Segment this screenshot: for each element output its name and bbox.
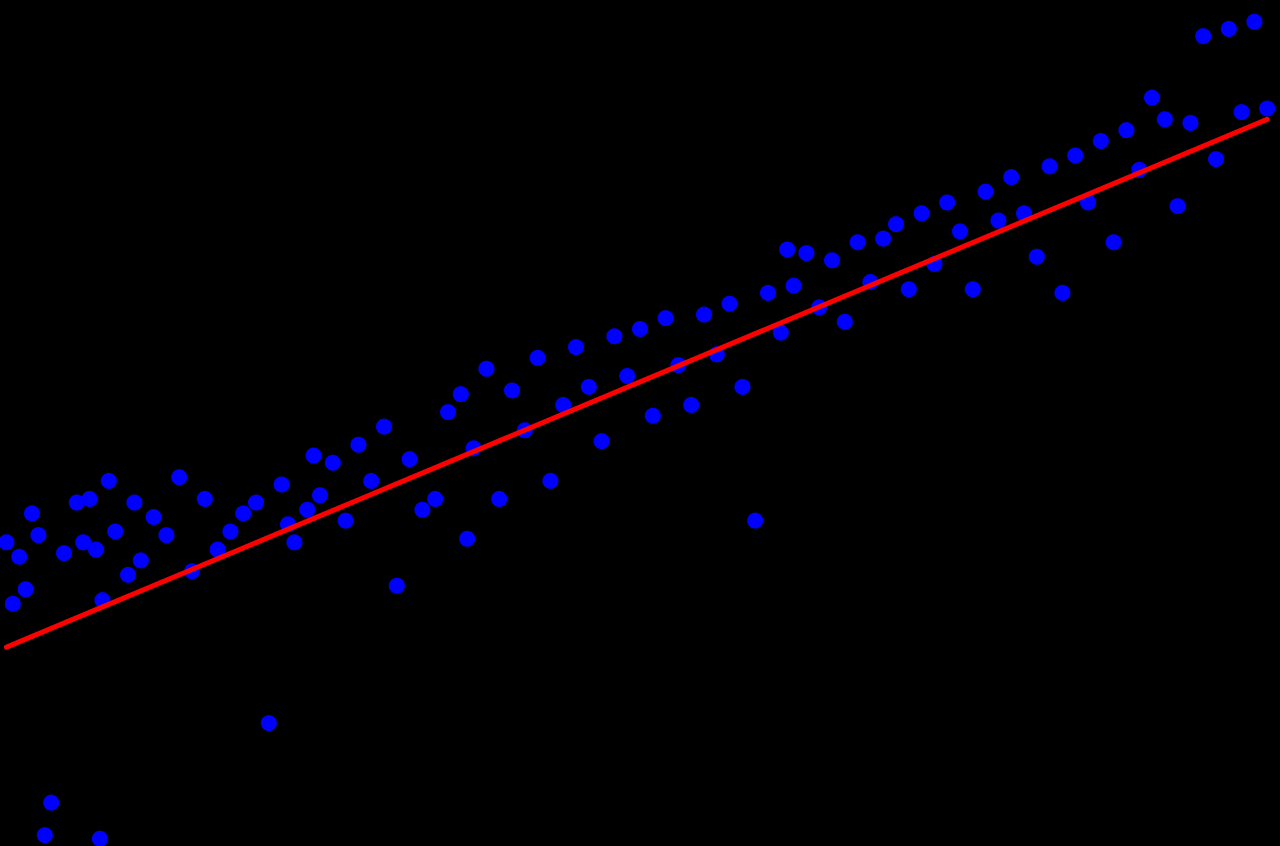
scatter-point (952, 223, 968, 239)
scatter-point (760, 285, 776, 301)
scatter-point (18, 581, 34, 597)
scatter-point (274, 476, 290, 492)
scatter-point (542, 473, 558, 489)
scatter-point (5, 596, 21, 612)
scatter-point (126, 495, 142, 511)
scatter-point (619, 368, 635, 384)
scatter-point (914, 205, 930, 221)
scatter-point (43, 795, 59, 811)
scatter-point (978, 184, 994, 200)
scatter-point (1054, 285, 1070, 301)
scatter-point (30, 527, 46, 543)
scatter-point (453, 386, 469, 402)
scatter-point (120, 567, 136, 583)
scatter-point (939, 194, 955, 210)
scatter-point (350, 437, 366, 453)
scatter-point (581, 379, 597, 395)
scatter-point (1042, 158, 1058, 174)
scatter-point (11, 549, 27, 565)
scatter-point (286, 534, 302, 550)
scatter-point (875, 231, 891, 247)
scatter-point (146, 509, 162, 525)
scatter-point (158, 527, 174, 543)
scatter-point (504, 382, 520, 398)
scatter-point (261, 715, 277, 731)
scatter-point (779, 241, 795, 257)
scatter-point (901, 281, 917, 297)
scatter-point (632, 321, 648, 337)
scatter-point (299, 502, 315, 518)
scatter-point (88, 542, 104, 558)
scatter-point (107, 523, 123, 539)
scatter-point (1093, 133, 1109, 149)
scatter-point (427, 491, 443, 507)
scatter-point (658, 310, 674, 326)
scatter-point (37, 827, 53, 843)
scatter-point (747, 513, 763, 529)
scatter-point (1170, 198, 1186, 214)
scatter-point (1106, 234, 1122, 250)
scatter-point (325, 455, 341, 471)
scatter-point (1003, 169, 1019, 185)
scatter-point (568, 339, 584, 355)
scatter-point (171, 469, 187, 485)
scatter-point (1029, 249, 1045, 265)
scatter-point (491, 491, 507, 507)
scatter-point (1221, 21, 1237, 37)
scatter-point (1246, 14, 1262, 30)
scatter-point (1234, 104, 1250, 120)
scatter-point (306, 448, 322, 464)
scatter-point (594, 433, 610, 449)
scatter-point (888, 216, 904, 232)
scatter-point (837, 314, 853, 330)
scatter-point (197, 491, 213, 507)
scatter-point (530, 350, 546, 366)
scatter-point (606, 328, 622, 344)
scatter-point (696, 307, 712, 323)
scatter-point (222, 523, 238, 539)
scatter-point (101, 473, 117, 489)
scatter-point (1157, 111, 1173, 127)
scatter-point (376, 419, 392, 435)
scatter-point (56, 545, 72, 561)
scatter-point (82, 491, 98, 507)
scatter-point (1259, 100, 1275, 116)
scatter-point (24, 505, 40, 521)
scatter-point (312, 487, 328, 503)
scatter-point (734, 379, 750, 395)
scatter-point (683, 397, 699, 413)
scatter-point (645, 408, 661, 424)
scatter-point (338, 513, 354, 529)
scatter-point (1195, 28, 1211, 44)
scatter-point (363, 473, 379, 489)
scatter-point (786, 278, 802, 294)
scatter-point (459, 531, 475, 547)
scatter-point (1144, 90, 1160, 106)
scatter-point (1208, 151, 1224, 167)
scatter-point (414, 502, 430, 518)
chart-background (0, 0, 1280, 846)
scatter-point (402, 451, 418, 467)
scatter-point (850, 234, 866, 250)
scatter-point (824, 252, 840, 268)
scatter-chart (0, 0, 1280, 846)
scatter-point (235, 505, 251, 521)
scatter-point (1067, 147, 1083, 163)
scatter-point (389, 578, 405, 594)
scatter-point (965, 281, 981, 297)
scatter-point (478, 361, 494, 377)
scatter-point (1118, 122, 1134, 138)
scatter-point (1182, 115, 1198, 131)
scatter-point (133, 552, 149, 568)
scatter-point (798, 245, 814, 261)
scatter-point (248, 495, 264, 511)
scatter-point (990, 213, 1006, 229)
scatter-point (722, 296, 738, 312)
scatter-point (440, 404, 456, 420)
